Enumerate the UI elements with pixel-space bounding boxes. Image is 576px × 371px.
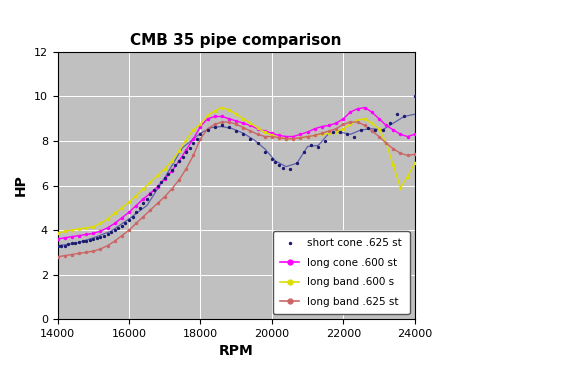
X-axis label: RPM: RPM	[219, 344, 253, 358]
Y-axis label: HP: HP	[14, 175, 28, 196]
Legend: short cone .625 st, long cone .600 st, long band .600 s, long band .625 st: short cone .625 st, long cone .600 st, l…	[273, 231, 410, 314]
Title: CMB 35 pipe comparison: CMB 35 pipe comparison	[130, 33, 342, 48]
